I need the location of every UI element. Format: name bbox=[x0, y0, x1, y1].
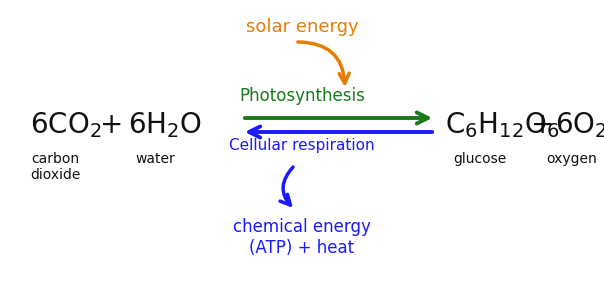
FancyArrowPatch shape bbox=[298, 42, 349, 83]
Text: $\mathregular{6CO_2}$: $\mathregular{6CO_2}$ bbox=[30, 110, 101, 140]
Text: chemical energy
(ATP) + heat: chemical energy (ATP) + heat bbox=[233, 218, 371, 257]
Text: +: + bbox=[100, 111, 124, 139]
Text: $\mathregular{C_6H_{12}O_6}$: $\mathregular{C_6H_{12}O_6}$ bbox=[445, 110, 560, 140]
Text: Cellular respiration: Cellular respiration bbox=[229, 138, 375, 153]
Text: Photosynthesis: Photosynthesis bbox=[239, 87, 365, 105]
Text: water: water bbox=[135, 152, 175, 166]
Text: carbon
dioxide: carbon dioxide bbox=[30, 152, 80, 182]
Text: $\mathregular{6H_2O}$: $\mathregular{6H_2O}$ bbox=[128, 110, 202, 140]
FancyArrowPatch shape bbox=[280, 167, 293, 205]
Text: oxygen: oxygen bbox=[547, 152, 597, 166]
Text: glucose: glucose bbox=[454, 152, 507, 166]
Text: +: + bbox=[532, 111, 554, 139]
Text: $\mathregular{6O_2}$: $\mathregular{6O_2}$ bbox=[555, 110, 604, 140]
Text: solar energy: solar energy bbox=[246, 18, 358, 36]
